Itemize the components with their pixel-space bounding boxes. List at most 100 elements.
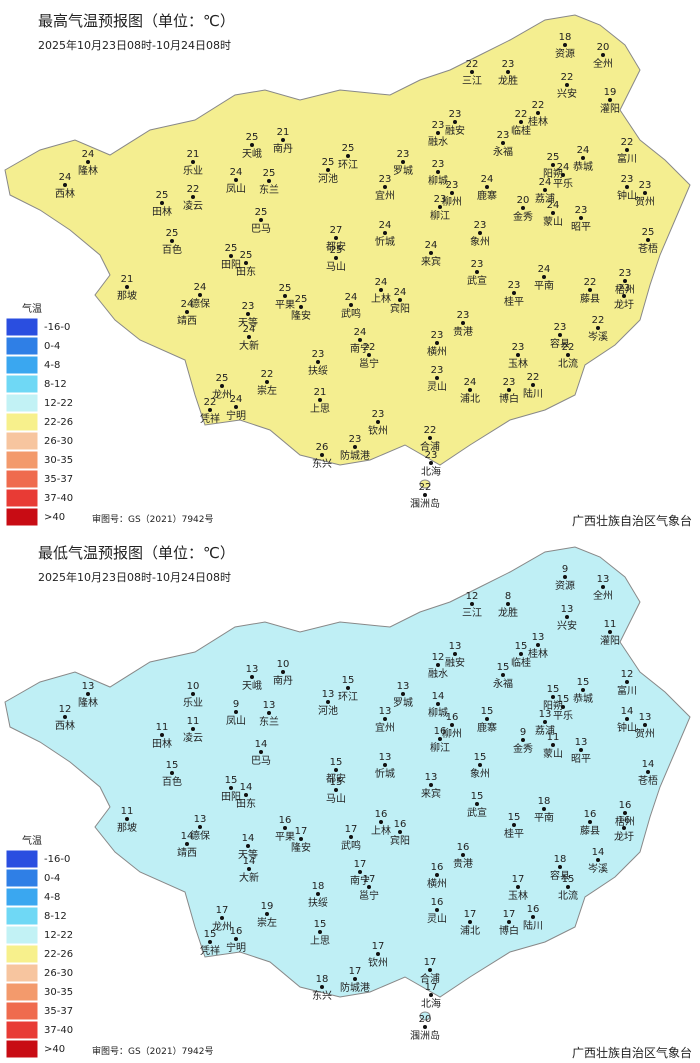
station-value: 17 (464, 909, 477, 920)
station-dot (379, 820, 383, 824)
station-value: 18 (312, 881, 325, 892)
station-dot (588, 288, 592, 292)
station-name: 全州 (593, 57, 613, 70)
station-dot (376, 420, 380, 424)
legend-swatch (5, 1020, 39, 1040)
station-dot (283, 826, 287, 830)
station-dot (501, 673, 505, 677)
station-dot (450, 723, 454, 727)
station-dot (320, 985, 324, 989)
station-dot (453, 120, 457, 124)
station-dot (625, 185, 629, 189)
station-value: 16 (375, 809, 388, 820)
station-dot (208, 940, 212, 944)
station-dot (259, 218, 263, 222)
station-dot (558, 865, 562, 869)
station-value: 22 (562, 342, 575, 353)
station-value: 10 (277, 659, 290, 670)
station-value: 17 (372, 941, 385, 952)
station-dot (542, 807, 546, 811)
station-name: 忻城 (375, 767, 395, 780)
station-value: 24 (547, 200, 560, 211)
station-name: 宜州 (375, 189, 395, 202)
station-value: 13 (449, 641, 462, 652)
station-name: 马山 (326, 793, 346, 805)
station-value: 27 (330, 225, 343, 236)
station-dot (429, 993, 433, 997)
station-dot (542, 275, 546, 279)
station-name: 龙圩 (614, 298, 634, 311)
station-value: 25 (547, 152, 560, 163)
station-dot (551, 743, 555, 747)
legend-label: 8-12 (44, 379, 67, 390)
station-value: 23 (497, 130, 510, 141)
station-dot (519, 652, 523, 656)
station-value: 21 (277, 127, 290, 138)
station-name: 凌云 (183, 199, 203, 212)
station-value: 13 (425, 772, 438, 783)
station-value: 24 (464, 377, 477, 388)
legend-label: 37-40 (44, 1025, 73, 1036)
station-dot (436, 131, 440, 135)
station-value: 13 (379, 706, 392, 717)
station-dot (543, 188, 547, 192)
station-value: 24 (181, 299, 194, 310)
station-name: 忻城 (375, 235, 395, 248)
station-dot (346, 154, 350, 158)
station-name: 西林 (55, 187, 75, 200)
station-dot (125, 285, 129, 289)
station-value: 23 (554, 322, 567, 333)
approval-no: 审图号：GS（2021）7942号 (92, 1045, 214, 1057)
station-name: 隆林 (78, 696, 98, 709)
legend-label: -16-0 (44, 322, 70, 333)
station-name: 恭城 (573, 693, 593, 705)
station-name: 鹿寨 (477, 721, 497, 734)
station-value: 11 (121, 806, 134, 817)
station-name: 恭城 (573, 161, 593, 173)
station-dot (349, 303, 353, 307)
station-dot (353, 445, 357, 449)
station-name: 环江 (338, 159, 358, 171)
station-value: 22 (261, 369, 274, 380)
station-name: 平果 (275, 299, 295, 311)
station-dot (507, 388, 511, 392)
station-dot (318, 398, 322, 402)
station-dot (536, 643, 540, 647)
station-value: 13 (322, 689, 335, 700)
station-value: 13 (82, 681, 95, 692)
station-value: 22 (466, 59, 479, 70)
station-dot (581, 156, 585, 160)
station-value: 15 (557, 694, 570, 705)
legend-swatch (5, 507, 39, 527)
station-name: 贵港 (453, 325, 473, 338)
station-dot (429, 251, 433, 255)
station-value: 17 (425, 982, 438, 993)
station-value: 24 (243, 324, 256, 335)
station-dot (208, 408, 212, 412)
legend-swatch (5, 431, 39, 451)
station-dot (468, 920, 472, 924)
station-name: 苍梧 (638, 774, 658, 787)
legend-swatch (5, 982, 39, 1002)
station-dot (519, 120, 523, 124)
map-title: 最高气温预报图（单位：℃） (38, 12, 235, 30)
station-value: 11 (604, 619, 617, 630)
approval-no: 审图号：GS（2021）7942号 (92, 513, 214, 525)
station-value: 25 (322, 157, 335, 168)
station-value: 16 (446, 712, 459, 723)
legend-swatch (5, 469, 39, 489)
station-value: 17 (345, 824, 358, 835)
station-value: 18 (316, 974, 329, 985)
station-dot (461, 853, 465, 857)
station-name: 来宾 (421, 787, 441, 800)
legend-label: 26-30 (44, 968, 73, 979)
station-name: 崇左 (257, 384, 277, 397)
station-name: 富川 (617, 152, 637, 165)
station-value: 23 (425, 450, 438, 461)
station-dot (346, 686, 350, 690)
station-name: 上思 (310, 935, 330, 947)
station-value: 16 (431, 862, 444, 873)
station-value: 25 (279, 283, 292, 294)
station-dot (581, 688, 585, 692)
station-value: 9 (233, 699, 239, 710)
